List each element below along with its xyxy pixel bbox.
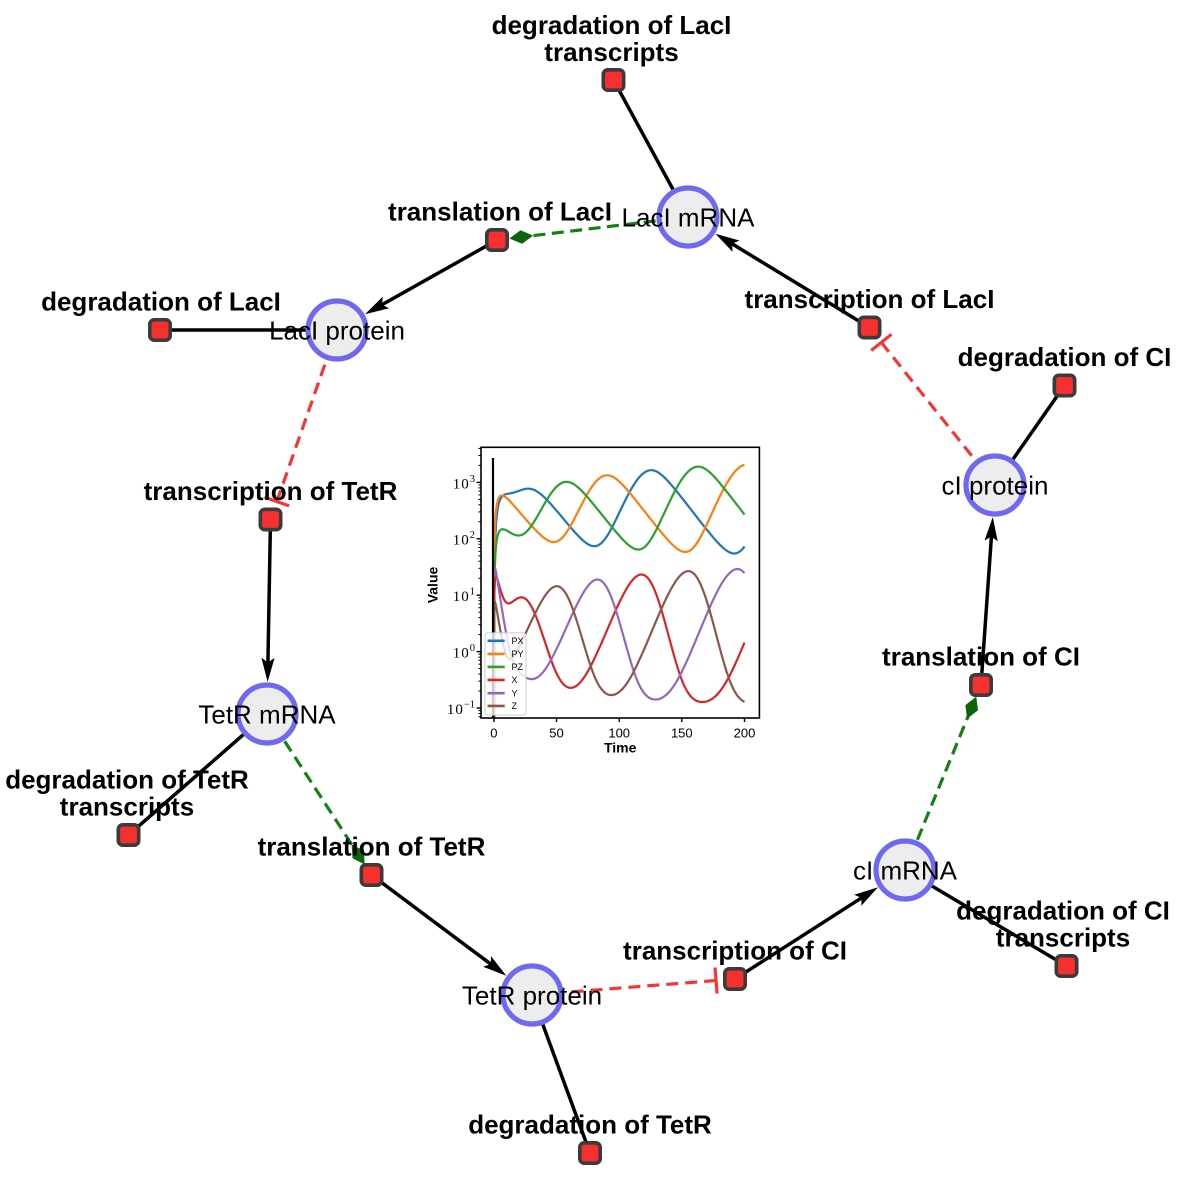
svg-text:degradation of CI: degradation of CI [958, 342, 1172, 372]
svg-text:transcripts: transcripts [544, 37, 678, 67]
svg-text:101: 101 [453, 587, 475, 606]
svg-text:transcripts: transcripts [996, 923, 1130, 953]
svg-text:degradation of TetR: degradation of TetR [468, 1110, 712, 1140]
svg-text:Value: Value [425, 567, 441, 604]
svg-text:X: X [512, 675, 518, 685]
svg-text:200: 200 [734, 726, 756, 741]
svg-text:cI mRNA: cI mRNA [853, 856, 958, 886]
svg-text:transcripts: transcripts [60, 792, 194, 822]
svg-text:102: 102 [453, 530, 475, 549]
svg-text:PZ: PZ [512, 662, 524, 672]
svg-text:transcription of LacI: transcription of LacI [745, 284, 995, 314]
svg-text:LacI mRNA: LacI mRNA [622, 203, 756, 233]
svg-text:translation of LacI: translation of LacI [388, 197, 612, 227]
svg-text:translation of CI: translation of CI [882, 642, 1080, 672]
svg-text:Z: Z [512, 701, 518, 711]
svg-text:150: 150 [671, 726, 693, 741]
svg-text:translation of TetR: translation of TetR [258, 832, 486, 862]
svg-text:0: 0 [490, 726, 497, 741]
svg-text:103: 103 [453, 474, 475, 493]
svg-text:cI protein: cI protein [942, 471, 1049, 501]
svg-text:PX: PX [512, 636, 524, 646]
svg-text:50: 50 [549, 726, 563, 741]
svg-text:Y: Y [512, 688, 518, 698]
svg-text:LacI protein: LacI protein [269, 316, 405, 346]
svg-text:TetR protein: TetR protein [462, 981, 602, 1011]
svg-text:100: 100 [453, 643, 475, 662]
svg-text:degradation of TetR: degradation of TetR [5, 765, 249, 795]
svg-text:degradation of CI: degradation of CI [956, 896, 1170, 926]
svg-text:PY: PY [512, 649, 524, 659]
svg-text:transcription of CI: transcription of CI [623, 936, 847, 966]
svg-text:transcription of TetR: transcription of TetR [144, 476, 398, 506]
svg-text:100: 100 [608, 726, 630, 741]
svg-text:degradation of LacI: degradation of LacI [41, 287, 281, 317]
svg-text:TetR mRNA: TetR mRNA [198, 700, 336, 730]
svg-text:degradation of LacI: degradation of LacI [492, 10, 732, 40]
svg-text:Time: Time [604, 740, 637, 756]
